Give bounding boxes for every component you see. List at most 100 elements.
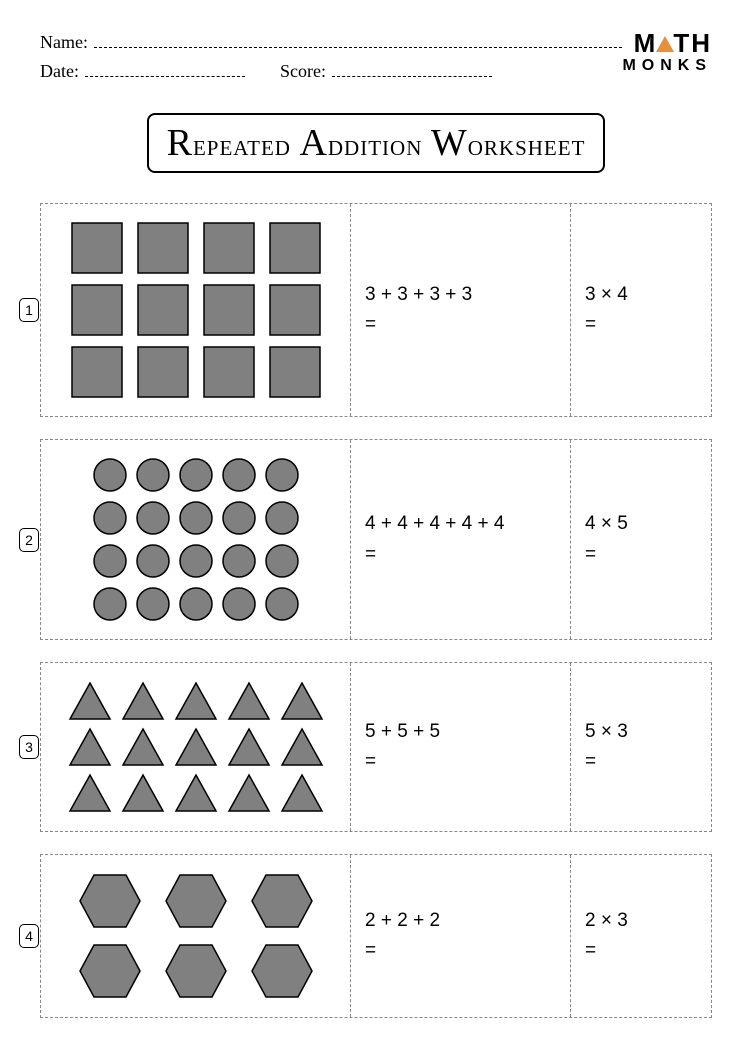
date-label: Date: [40,61,79,82]
square-icon [71,222,123,274]
triangle-icon [280,727,324,767]
circle-icon [179,458,213,492]
circle-icon [136,544,170,578]
multiplication-cell: 3 × 4= [571,204,711,416]
circle-icon [265,544,299,578]
equals-sign: = [365,310,556,340]
equals-sign: = [585,310,697,340]
circle-icon [93,501,127,535]
circle-icon [93,544,127,578]
triangle-icon [68,773,112,813]
hexagon-icon [78,943,142,999]
addition-cell: 3 + 3 + 3 + 3= [351,204,571,416]
square-icon [137,284,189,336]
triangle-icon [280,681,324,721]
circle-icon [265,501,299,535]
circle-icon [136,587,170,621]
triangle-icon [174,727,218,767]
hexagon-icon [164,943,228,999]
shapes-cell [41,855,351,1017]
circle-icon [222,501,256,535]
equals-sign: = [365,540,556,570]
shapes-cell [41,204,351,416]
square-icon [203,284,255,336]
mult-expression: 3 × 4 [585,280,697,310]
equals-sign: = [365,936,556,966]
equals-sign: = [585,936,697,966]
shapes-cell [41,440,351,639]
addition-expression: 5 + 5 + 5 [365,717,556,747]
circle-icon [265,587,299,621]
title-box: Repeated Addition Worksheet [147,113,606,173]
triangle-icon [68,727,112,767]
square-icon [137,346,189,398]
triangle-icon [174,773,218,813]
triangle-icon [227,727,271,767]
triangle-icon [68,681,112,721]
problem-row: 42 + 2 + 2=2 × 3= [40,854,712,1018]
triangle-icon [174,681,218,721]
addition-cell: 2 + 2 + 2= [351,855,571,1017]
score-input-line[interactable] [332,59,492,77]
circle-icon [222,458,256,492]
circle-icon [93,587,127,621]
mult-expression: 5 × 3 [585,717,697,747]
square-icon [203,222,255,274]
circle-icon [265,458,299,492]
problem-number: 4 [19,924,39,948]
problem-number: 1 [19,298,39,322]
addition-cell: 5 + 5 + 5= [351,663,571,831]
square-icon [71,284,123,336]
logo-sub: MONKS [622,58,712,74]
shapes-cell [41,663,351,831]
triangle-icon [121,773,165,813]
mult-expression: 2 × 3 [585,906,697,936]
multiplication-cell: 5 × 3= [571,663,711,831]
addition-expression: 3 + 3 + 3 + 3 [365,280,556,310]
student-fields: Name: Date: Score: [40,30,622,88]
name-label: Name: [40,32,88,53]
problem-number: 3 [19,735,39,759]
equals-sign: = [585,747,697,777]
multiplication-cell: 2 × 3= [571,855,711,1017]
logo-text-m: M [634,28,658,58]
equals-sign: = [365,747,556,777]
circle-icon [136,458,170,492]
logo-text-th: TH [673,28,712,58]
square-icon [137,222,189,274]
circle-icon [222,544,256,578]
worksheet-title: Repeated Addition Worksheet [167,121,586,165]
addition-cell: 4 + 4 + 4 + 4 + 4= [351,440,571,639]
hexagon-icon [250,873,314,929]
date-input-line[interactable] [85,59,245,77]
name-input-line[interactable] [94,30,622,48]
circle-icon [179,587,213,621]
problem-list: 13 + 3 + 3 + 3=3 × 4=24 + 4 + 4 + 4 + 4=… [40,203,712,1018]
addition-expression: 2 + 2 + 2 [365,906,556,936]
equals-sign: = [585,540,697,570]
circle-icon [136,501,170,535]
circle-icon [222,587,256,621]
square-icon [269,346,321,398]
circle-icon [93,458,127,492]
problem-row: 13 + 3 + 3 + 3=3 × 4= [40,203,712,417]
circle-icon [179,544,213,578]
square-icon [71,346,123,398]
logo: M TH MONKS [622,30,712,74]
square-icon [203,346,255,398]
triangle-icon [656,36,674,52]
triangle-icon [121,681,165,721]
hexagon-icon [250,943,314,999]
problem-row: 35 + 5 + 5=5 × 3= [40,662,712,832]
problem-row: 24 + 4 + 4 + 4 + 4=4 × 5= [40,439,712,640]
triangle-icon [280,773,324,813]
square-icon [269,284,321,336]
multiplication-cell: 4 × 5= [571,440,711,639]
header: Name: Date: Score: M TH MONKS [40,30,712,88]
circle-icon [179,501,213,535]
triangle-icon [227,681,271,721]
hexagon-icon [78,873,142,929]
problem-number: 2 [19,528,39,552]
triangle-icon [121,727,165,767]
square-icon [269,222,321,274]
